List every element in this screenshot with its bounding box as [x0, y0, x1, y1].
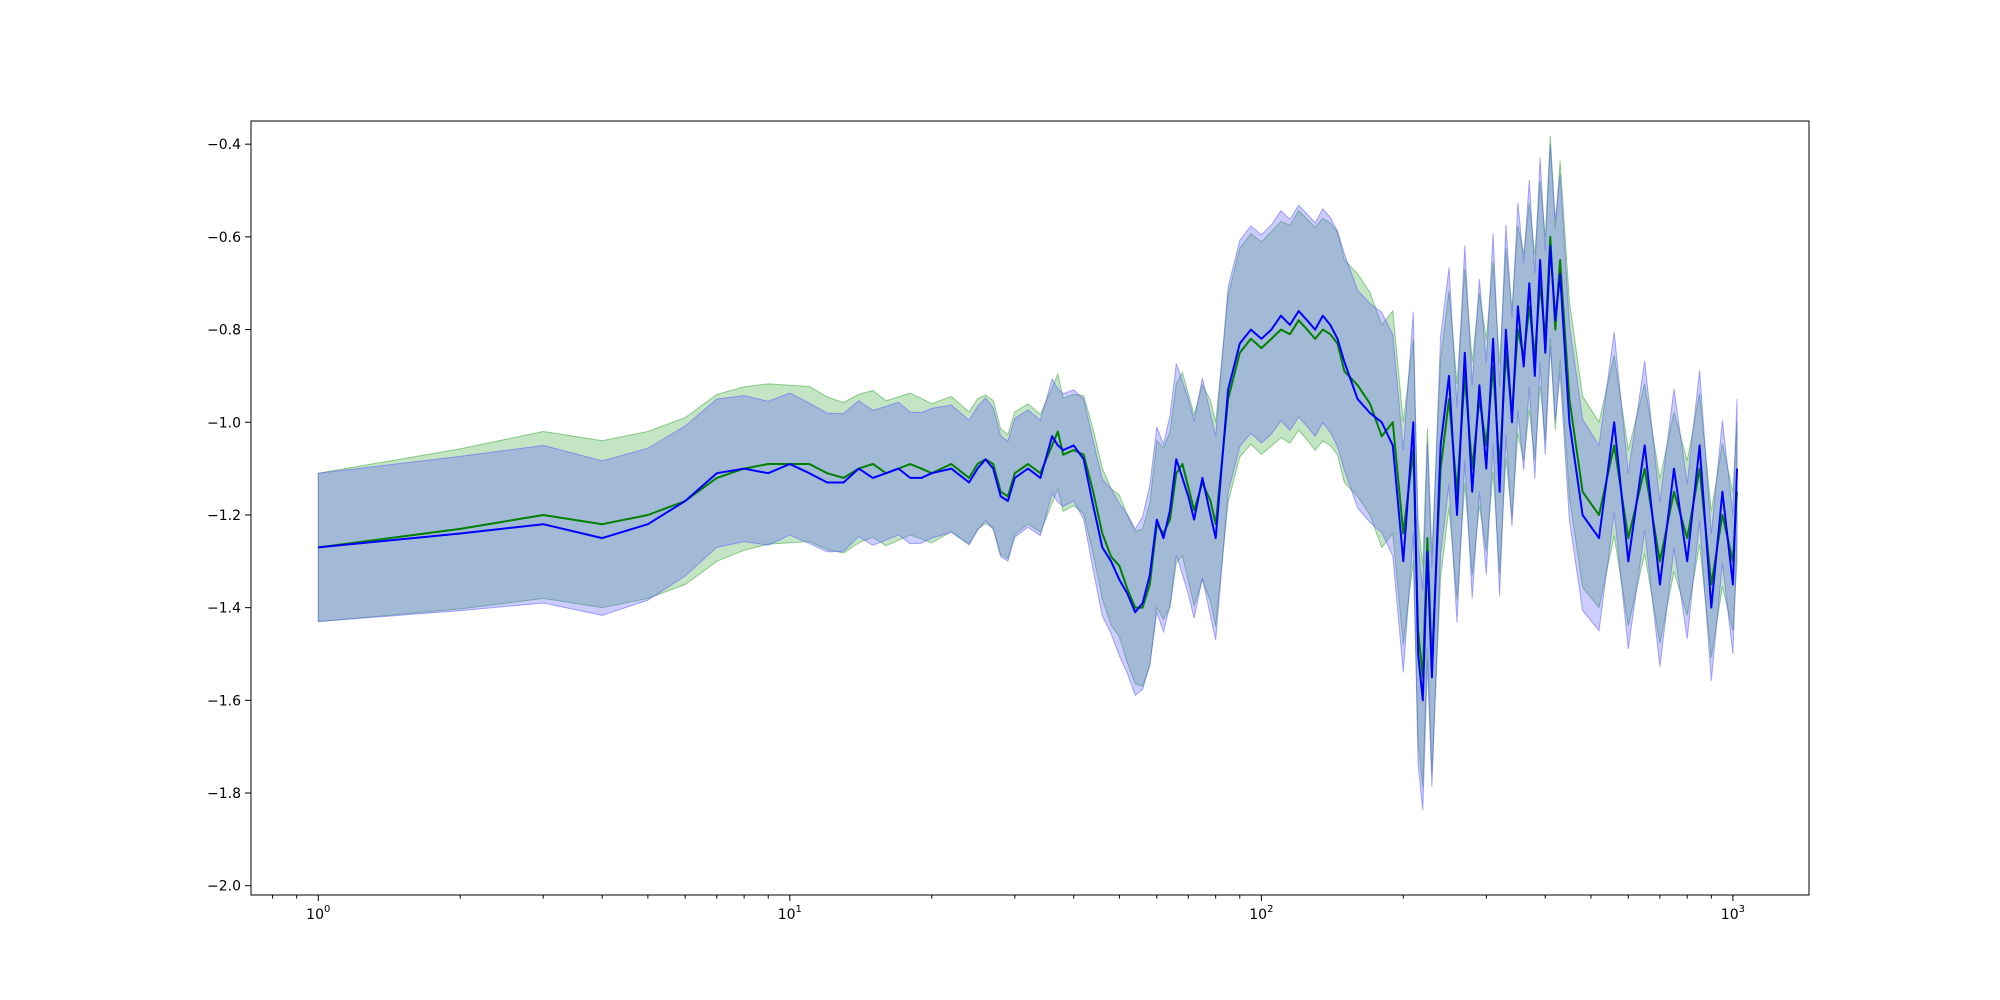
y-tick-label: −1.8 — [207, 786, 241, 802]
y-tick-label: −0.8 — [207, 323, 241, 339]
series-2-line — [318, 245, 1738, 702]
y-tick-label: −0.4 — [207, 137, 241, 153]
x-tick-label: 100 — [306, 904, 330, 923]
x-tick-label: 101 — [778, 904, 802, 923]
series-2-band — [317, 144, 1738, 811]
axes-frame — [250, 120, 1810, 896]
x-tick-label: 102 — [1249, 904, 1273, 923]
x-tick-label: 103 — [1721, 904, 1745, 923]
plot-area — [317, 135, 1738, 811]
y-axis: −2.0 −1.8 −1.6 −1.4 −1.2 −1.0 −0.8 −0.6 −0.4 — [207, 137, 251, 895]
y-tick-label: −0.6 — [207, 230, 241, 246]
y-tick-label: −1.4 — [207, 601, 241, 617]
y-tick-label: −1.0 — [207, 415, 241, 431]
y-tick-label: −2.0 — [207, 879, 241, 895]
x-axis: 100 101 102 103 — [272, 895, 1745, 923]
y-tick-label: −1.6 — [207, 693, 241, 709]
y-tick-label: −1.2 — [207, 508, 241, 524]
